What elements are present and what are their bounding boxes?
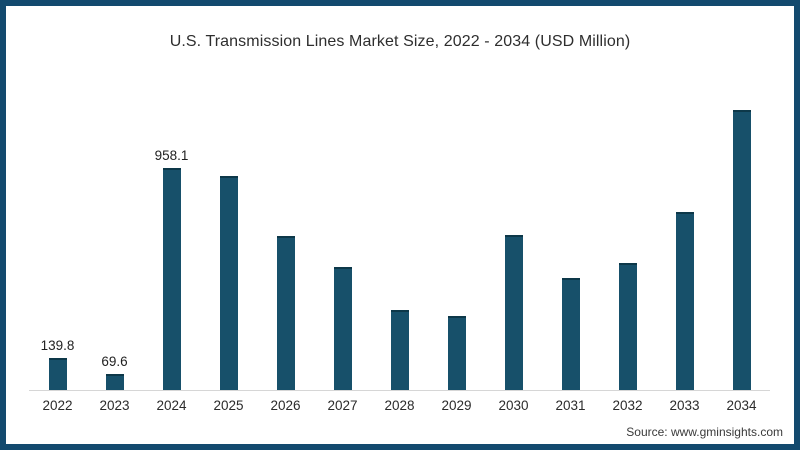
bar-2022	[48, 357, 67, 390]
bar-slot-2031: 2031	[542, 0, 599, 413]
x-axis-line	[29, 390, 770, 391]
value-label-2022: 139.8	[40, 337, 75, 353]
x-tick-label-2033: 2033	[669, 398, 700, 413]
bar-slot-2026: 2026	[257, 0, 314, 413]
x-tick-label-2025: 2025	[213, 398, 244, 413]
x-tick-label-2030: 2030	[498, 398, 529, 413]
plot-area: 139.8 2022 69.6 2023 958.1 2024 2025 2026 2027 20…	[29, 0, 770, 413]
bar-slot-2033: 2033	[656, 0, 713, 413]
chart-title: U.S. Transmission Lines Market Size, 202…	[169, 33, 631, 50]
x-tick-label-2026: 2026	[270, 398, 301, 413]
bar-2031	[561, 277, 580, 390]
x-tick-label-2031: 2031	[555, 398, 586, 413]
value-label-2024: 958.1	[154, 148, 189, 163]
bar-slot-2029: 2029	[428, 0, 485, 413]
bar-2026	[276, 235, 295, 390]
x-tick-label-2029: 2029	[441, 398, 472, 413]
bar-slot-2032: 2032	[599, 0, 656, 413]
bar-2023	[105, 373, 124, 390]
bar-2028	[390, 310, 409, 390]
x-tick-label-2024: 2024	[156, 398, 187, 413]
bar-slot-2028: 2028	[371, 0, 428, 413]
bar-slot-2023: 69.6 2023	[86, 0, 143, 413]
bar-2032	[618, 262, 637, 390]
x-tick-label-2034: 2034	[726, 398, 757, 413]
bar-2029	[447, 315, 466, 390]
x-tick-label-2027: 2027	[327, 398, 358, 413]
bar-2034	[732, 109, 751, 390]
bar-slot-2025: 2025	[200, 0, 257, 413]
bar-2024	[162, 168, 181, 390]
x-tick-label-2028: 2028	[384, 398, 415, 413]
bar-2033	[675, 211, 694, 390]
bar-slot-2022: 139.8 2022	[29, 0, 86, 413]
x-tick-label-2023: 2023	[99, 398, 130, 413]
bar-slot-2034: 2034	[713, 0, 770, 413]
bar-slot-2024: 958.1 2024	[143, 0, 200, 413]
x-tick-label-2032: 2032	[612, 398, 643, 413]
x-tick-label-2022: 2022	[42, 398, 73, 413]
bar-2027	[333, 267, 352, 390]
bar-2030	[504, 234, 523, 390]
value-label-2023: 69.6	[101, 353, 128, 369]
bar-2025	[219, 175, 238, 390]
bar-slot-2027: 2027	[314, 0, 371, 413]
bar-slot-2030: 2030	[485, 0, 542, 413]
source-credit: Source: www.gminsights.com	[626, 425, 783, 439]
